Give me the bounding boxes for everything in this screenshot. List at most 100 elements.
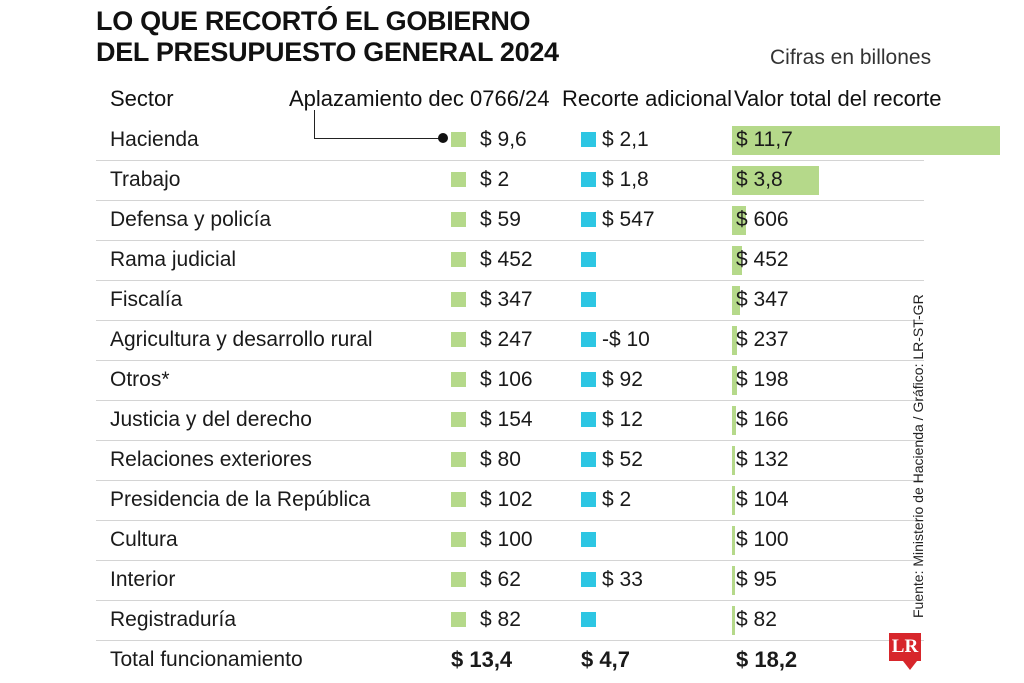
recorte-marker <box>581 292 596 307</box>
aplazamiento-value: $ 154 <box>480 408 533 431</box>
recorte-marker <box>581 332 596 347</box>
aplazamiento-cell: $ 9,6 <box>451 120 527 160</box>
total-bar <box>732 326 738 355</box>
total-aplazamiento: $ 13,4 <box>451 647 513 672</box>
total-value: $ 452 <box>736 248 789 271</box>
header-total: Valor total del recorte <box>734 86 942 111</box>
total-label: Total funcionamiento <box>110 648 303 671</box>
recorte-marker <box>581 612 596 627</box>
sector-cell: Cultura <box>110 528 178 551</box>
table-row: Hacienda $ 9,6 $ 2,1 $ 11,7 <box>96 120 1000 161</box>
aplazamiento-value: $ 62 <box>480 568 521 591</box>
recorte-value: $ 12 <box>602 408 643 431</box>
total-value: $ 3,8 <box>736 168 783 191</box>
recorte-cell <box>581 240 602 280</box>
aplazamiento-value: $ 82 <box>480 608 521 631</box>
recorte-cell <box>581 280 602 320</box>
header-leader-line <box>314 110 443 139</box>
recorte-cell: -$ 10 <box>581 320 650 360</box>
total-bar <box>732 606 735 635</box>
recorte-cell <box>581 520 602 560</box>
table-row: Defensa y policía $ 59 $ 547 $ 606 <box>96 200 924 241</box>
sector-cell: Hacienda <box>110 128 199 151</box>
aplazamiento-cell: $ 59 <box>451 200 521 240</box>
sector-cell: Interior <box>110 568 176 591</box>
table-row: Cultura $ 100 $ 100 <box>96 520 924 561</box>
aplazamiento-marker <box>451 572 466 587</box>
aplazamiento-cell: $ 102 <box>451 480 533 520</box>
aplazamiento-value: $ 2 <box>480 168 510 191</box>
aplazamiento-cell: $ 347 <box>451 280 533 320</box>
aplazamiento-value: $ 106 <box>480 368 533 391</box>
sector-cell: Justicia y del derecho <box>110 408 312 431</box>
header-leader-dot <box>438 133 448 143</box>
aplazamiento-cell: $ 106 <box>451 360 533 400</box>
total-value: $ 11,7 <box>736 128 793 151</box>
recorte-marker <box>581 532 596 547</box>
recorte-value: $ 52 <box>602 448 643 471</box>
total-bar <box>732 566 735 595</box>
total-bar <box>732 526 735 555</box>
aplazamiento-value: $ 9,6 <box>480 128 527 151</box>
lr-logo-tail <box>903 661 917 670</box>
header-recorte: Recorte adicional <box>562 86 732 111</box>
recorte-marker <box>581 412 596 427</box>
aplazamiento-value: $ 102 <box>480 488 533 511</box>
recorte-value: $ 1,8 <box>602 168 649 191</box>
sector-cell: Fiscalía <box>110 288 183 311</box>
source-text: Fuente: Ministerio de Hacienda / Gráfico… <box>910 294 926 618</box>
title-line-1: LO QUE RECORTÓ EL GOBIERNO <box>96 6 531 36</box>
table-row: Registraduría $ 82 $ 82 <box>96 600 924 641</box>
aplazamiento-cell: $ 452 <box>451 240 533 280</box>
total-bar <box>732 126 1000 155</box>
total-value: $ 198 <box>736 368 789 391</box>
aplazamiento-cell: $ 82 <box>451 600 521 640</box>
aplazamiento-marker <box>451 412 466 427</box>
recorte-value: -$ 10 <box>602 328 650 351</box>
total-bar <box>732 246 743 275</box>
recorte-marker <box>581 572 596 587</box>
aplazamiento-marker <box>451 132 466 147</box>
total-bar <box>732 206 746 235</box>
aplazamiento-cell: $ 80 <box>451 440 521 480</box>
recorte-cell: $ 33 <box>581 560 643 600</box>
recorte-value: $ 2,1 <box>602 128 649 151</box>
total-bar <box>732 446 736 475</box>
recorte-marker <box>581 372 596 387</box>
aplazamiento-marker <box>451 612 466 627</box>
table-row: Fiscalía $ 347 $ 347 <box>96 280 924 321</box>
aplazamiento-marker <box>451 172 466 187</box>
sector-cell: Registraduría <box>110 608 237 631</box>
table-row: Presidencia de la República $ 102 $ 2 $ 104 <box>96 480 924 521</box>
recorte-value: $ 92 <box>602 368 643 391</box>
header-sector: Sector <box>110 86 174 111</box>
total-bar <box>732 486 735 515</box>
total-recorte: $ 4,7 <box>581 647 630 672</box>
recorte-value: $ 2 <box>602 488 632 511</box>
recorte-marker <box>581 132 596 147</box>
recorte-cell <box>581 600 602 640</box>
recorte-value: $ 33 <box>602 568 643 591</box>
sector-cell: Presidencia de la República <box>110 488 371 511</box>
total-bar <box>732 406 736 435</box>
recorte-cell: $ 92 <box>581 360 643 400</box>
aplazamiento-cell: $ 154 <box>451 400 533 440</box>
sector-cell: Otros* <box>110 368 170 391</box>
total-value: $ 82 <box>736 608 777 631</box>
total-value: $ 347 <box>736 288 789 311</box>
aplazamiento-value: $ 347 <box>480 288 533 311</box>
recorte-cell: $ 547 <box>581 200 655 240</box>
sector-cell: Agricultura y desarrollo rural <box>110 328 373 351</box>
table-row: Rama judicial $ 452 $ 452 <box>96 240 924 281</box>
units-note: Cifras en billones <box>770 46 932 69</box>
table-row: Interior $ 62 $ 33 $ 95 <box>96 560 924 601</box>
recorte-value: $ 547 <box>602 208 655 231</box>
sector-cell: Relaciones exteriores <box>110 448 312 471</box>
recorte-cell: $ 2,1 <box>581 120 649 160</box>
total-row: Total funcionamiento $ 13,4 $ 4,7 $ 18,2 <box>96 640 924 680</box>
aplazamiento-marker <box>451 252 466 267</box>
total-total: $ 18,2 <box>736 647 798 672</box>
header-aplazamiento: Aplazamiento dec 0766/24 <box>289 86 550 111</box>
aplazamiento-marker <box>451 532 466 547</box>
recorte-cell: $ 1,8 <box>581 160 649 200</box>
